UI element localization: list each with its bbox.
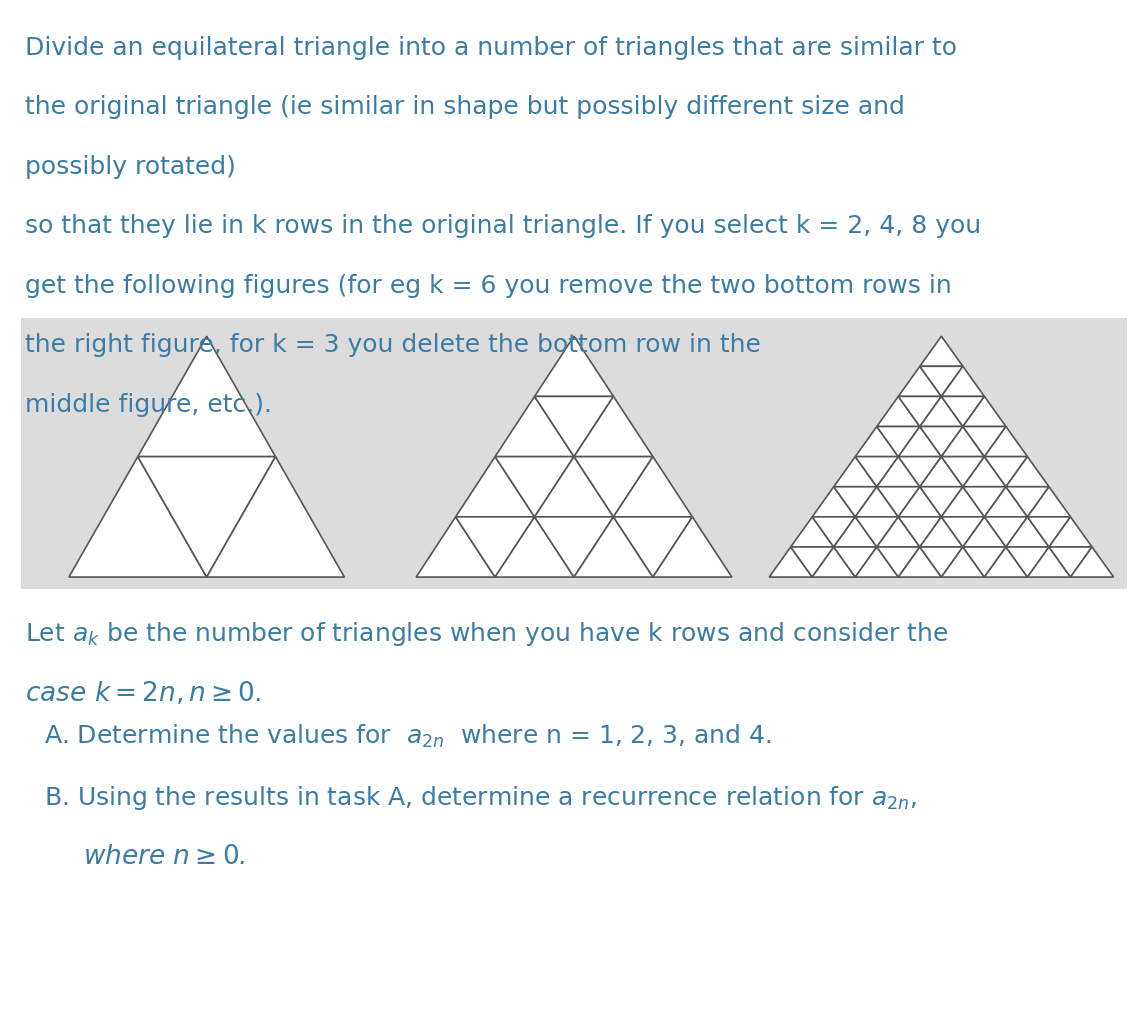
Polygon shape [574, 457, 653, 517]
Polygon shape [416, 517, 495, 577]
Polygon shape [963, 487, 1006, 517]
Polygon shape [791, 517, 833, 547]
Polygon shape [963, 397, 1006, 426]
Polygon shape [1049, 517, 1092, 547]
Polygon shape [963, 517, 1006, 547]
Polygon shape [812, 487, 855, 517]
Polygon shape [812, 517, 855, 547]
Polygon shape [898, 397, 941, 426]
Polygon shape [920, 487, 963, 517]
Polygon shape [941, 547, 984, 577]
Polygon shape [138, 336, 276, 457]
Polygon shape [898, 426, 941, 457]
Polygon shape [833, 487, 877, 517]
Polygon shape [920, 366, 963, 397]
Polygon shape [833, 547, 877, 577]
Polygon shape [574, 517, 653, 577]
Polygon shape [456, 517, 535, 577]
Polygon shape [833, 457, 877, 487]
Polygon shape [898, 517, 941, 547]
Polygon shape [877, 547, 920, 577]
Polygon shape [207, 457, 344, 577]
Polygon shape [1006, 547, 1049, 577]
Polygon shape [855, 426, 898, 457]
Bar [21, 318, 1127, 589]
Polygon shape [963, 426, 1006, 457]
Polygon shape [855, 517, 898, 547]
Polygon shape [1006, 487, 1049, 517]
Polygon shape [855, 487, 898, 517]
Polygon shape [613, 517, 692, 577]
Polygon shape [920, 426, 963, 457]
Polygon shape [653, 517, 732, 577]
Polygon shape [613, 457, 692, 517]
Polygon shape [495, 457, 574, 517]
Polygon shape [920, 336, 963, 366]
Polygon shape [984, 487, 1027, 517]
Polygon shape [1049, 547, 1092, 577]
Polygon shape [877, 487, 920, 517]
Polygon shape [941, 517, 984, 547]
Text: get the following figures (for eg k = 6 you remove the two bottom rows in: get the following figures (for eg k = 6 … [25, 274, 952, 297]
Polygon shape [920, 547, 963, 577]
Polygon shape [535, 397, 613, 457]
Text: Divide an equilateral triangle into a number of triangles that are similar to: Divide an equilateral triangle into a nu… [25, 36, 957, 59]
Polygon shape [495, 517, 574, 577]
Polygon shape [535, 336, 613, 397]
Polygon shape [898, 487, 941, 517]
Polygon shape [877, 426, 920, 457]
Polygon shape [920, 397, 963, 426]
Polygon shape [963, 547, 1006, 577]
Polygon shape [877, 517, 920, 547]
Polygon shape [984, 426, 1027, 457]
Text: where $n \geq 0$.: where $n \geq 0$. [83, 844, 246, 869]
Text: the right figure, for k = 3 you delete the bottom row in the: the right figure, for k = 3 you delete t… [25, 333, 761, 357]
Polygon shape [535, 457, 613, 517]
Text: possibly rotated): possibly rotated) [25, 155, 236, 178]
Polygon shape [855, 547, 898, 577]
Polygon shape [941, 487, 984, 517]
Polygon shape [833, 517, 877, 547]
Polygon shape [769, 547, 812, 577]
Polygon shape [941, 426, 984, 457]
Polygon shape [1070, 547, 1114, 577]
Polygon shape [812, 547, 855, 577]
Polygon shape [855, 457, 898, 487]
Polygon shape [941, 457, 984, 487]
Polygon shape [898, 547, 941, 577]
Polygon shape [1027, 487, 1070, 517]
Polygon shape [898, 457, 941, 487]
Polygon shape [456, 457, 535, 517]
Polygon shape [877, 457, 920, 487]
Text: so that they lie in k rows in the original triangle. If you select k = 2, 4, 8 y: so that they lie in k rows in the origin… [25, 214, 982, 238]
Polygon shape [69, 457, 207, 577]
Polygon shape [984, 547, 1027, 577]
Polygon shape [574, 397, 653, 457]
Polygon shape [535, 517, 613, 577]
Polygon shape [898, 366, 941, 397]
Text: middle figure, etc.).: middle figure, etc.). [25, 393, 272, 416]
Polygon shape [1006, 457, 1049, 487]
Polygon shape [495, 397, 574, 457]
Polygon shape [138, 457, 276, 577]
Polygon shape [920, 457, 963, 487]
Text: B. Using the results in task A, determine a recurrence relation for $a_{2n}$,: B. Using the results in task A, determin… [44, 784, 916, 812]
Text: the original triangle (ie similar in shape but possibly different size and: the original triangle (ie similar in sha… [25, 95, 905, 119]
Polygon shape [1006, 517, 1049, 547]
Polygon shape [791, 547, 833, 577]
Polygon shape [1027, 547, 1070, 577]
Polygon shape [963, 457, 1006, 487]
Polygon shape [941, 397, 984, 426]
Text: case $k = 2n, n \geq 0$.: case $k = 2n, n \geq 0$. [25, 680, 262, 706]
Text: Let $a_k$ be the number of triangles when you have k rows and consider the: Let $a_k$ be the number of triangles whe… [25, 620, 948, 648]
Polygon shape [941, 366, 984, 397]
Polygon shape [984, 517, 1027, 547]
Text: A. Determine the values for  $a_{2n}$  where n = 1, 2, 3, and 4.: A. Determine the values for $a_{2n}$ whe… [44, 723, 771, 750]
Polygon shape [984, 457, 1027, 487]
Polygon shape [877, 397, 920, 426]
Polygon shape [1027, 517, 1070, 547]
Polygon shape [920, 517, 963, 547]
